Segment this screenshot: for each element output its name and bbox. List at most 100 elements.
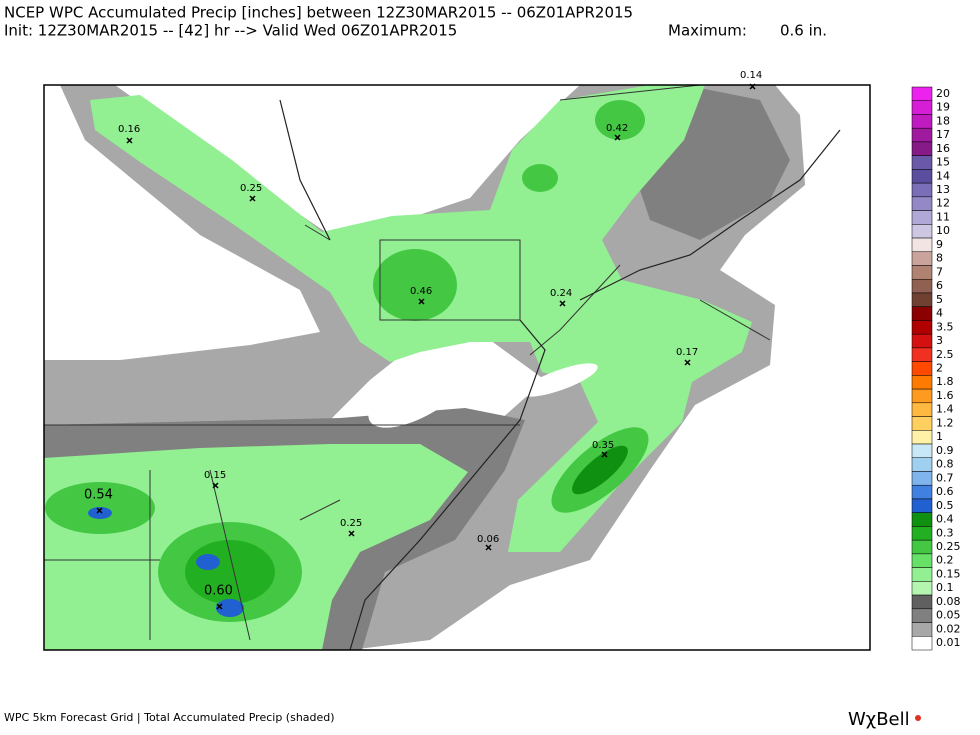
legend-label: 13 xyxy=(936,183,950,196)
legend-label: 0.1 xyxy=(936,581,954,594)
legend-label: 14 xyxy=(936,169,950,182)
point-value: 0.60 xyxy=(204,584,233,599)
legend-label: 3 xyxy=(936,334,943,347)
point-value: 0.15 xyxy=(204,470,226,481)
legend-label: 1.6 xyxy=(936,389,954,402)
legend-swatch xyxy=(911,292,933,307)
legend-label: 19 xyxy=(936,101,950,114)
legend-swatch xyxy=(911,430,933,445)
legend-swatch xyxy=(911,196,933,211)
legend-swatch xyxy=(911,210,933,225)
legend-label: 0.9 xyxy=(936,444,954,457)
legend-swatch xyxy=(911,526,933,541)
legend-swatch xyxy=(911,169,933,184)
legend-label: 0.8 xyxy=(936,458,954,471)
point-value: 0.17 xyxy=(676,347,698,358)
legend-swatch xyxy=(911,86,933,101)
legend-label: 0.7 xyxy=(936,471,954,484)
legend-swatch xyxy=(911,512,933,527)
legend-swatch xyxy=(911,636,933,651)
legend-label: 10 xyxy=(936,224,950,237)
legend-label: 15 xyxy=(936,156,950,169)
legend-label: 7 xyxy=(936,265,943,278)
legend-swatch xyxy=(911,443,933,459)
point-value: 0.42 xyxy=(606,123,628,134)
legend-swatch xyxy=(911,141,933,156)
legend-swatch xyxy=(911,594,933,610)
maximum-label: Maximum: xyxy=(668,22,747,40)
legend-label: 3.5 xyxy=(936,320,954,333)
legend-swatch xyxy=(911,182,933,198)
header-line2: Init: 12Z30MAR2015 -- [42] hr --> Valid … xyxy=(4,22,457,40)
legend-swatch xyxy=(911,127,933,143)
legend-swatch xyxy=(911,457,933,472)
legend-label: 11 xyxy=(936,210,950,223)
point-value: 0.35 xyxy=(592,440,614,451)
maximum-value: 0.6 in. xyxy=(780,22,827,40)
legend-swatch xyxy=(911,539,933,555)
legend-swatch xyxy=(911,114,933,129)
legend-swatch xyxy=(911,471,933,486)
legend-swatch xyxy=(911,581,933,596)
legend-swatch xyxy=(911,278,933,294)
legend-swatch xyxy=(911,498,933,513)
legend-swatch xyxy=(911,306,933,321)
legend-swatch xyxy=(911,155,933,170)
legend-label: 0.08 xyxy=(936,595,961,608)
legend-label: 1.8 xyxy=(936,375,954,388)
legend-label: 20 xyxy=(936,87,950,100)
legend-swatch xyxy=(911,265,933,280)
legend-label: 8 xyxy=(936,252,943,265)
legend-label: 0.2 xyxy=(936,554,954,567)
legend: 20191817161514131211109876543.532.521.81… xyxy=(911,86,961,651)
point-value: 0.06 xyxy=(477,534,499,545)
logo: WχBell xyxy=(848,709,910,730)
legend-label: 16 xyxy=(936,142,950,155)
legend-label: 4 xyxy=(936,307,943,320)
legend-swatch xyxy=(911,416,933,431)
legend-label: 2.5 xyxy=(936,348,954,361)
legend-swatch xyxy=(911,388,933,404)
point-value: 0.14 xyxy=(740,70,762,81)
point-value: 0.25 xyxy=(340,518,362,529)
point-value: 0.24 xyxy=(550,288,572,299)
legend-label: 0.25 xyxy=(936,540,961,553)
point-markers xyxy=(96,83,756,610)
legend-swatch xyxy=(911,251,933,266)
legend-label: 1.4 xyxy=(936,403,954,416)
point-value: 0.46 xyxy=(410,286,432,297)
legend-label: 1.2 xyxy=(936,416,954,429)
legend-swatch xyxy=(911,347,933,362)
map-frame xyxy=(43,84,871,651)
map-area xyxy=(44,85,870,650)
point-labels: 0.16 0.25 0.46 0.24 0.42 0.14 0.17 0.35 … xyxy=(84,70,762,599)
legend-swatch xyxy=(911,402,933,417)
legend-label: 0.4 xyxy=(936,513,954,526)
legend-label: 2 xyxy=(936,362,943,375)
legend-label: 12 xyxy=(936,197,950,210)
legend-label: 0.3 xyxy=(936,526,954,539)
legend-label: 9 xyxy=(936,238,943,251)
legend-swatch xyxy=(911,622,933,637)
point-value: 0.25 xyxy=(240,183,262,194)
legend-label: 0.15 xyxy=(936,567,961,580)
legend-swatch xyxy=(911,224,933,239)
legend-label: 0.02 xyxy=(936,622,961,635)
legend-swatch xyxy=(911,567,933,582)
legend-swatch xyxy=(911,333,933,349)
logo-dot xyxy=(915,715,921,721)
legend-label: 6 xyxy=(936,279,943,292)
footer-caption: WPC 5km Forecast Grid | Total Accumulate… xyxy=(4,711,335,724)
legend-label: 5 xyxy=(936,293,943,306)
legend-swatch xyxy=(911,100,933,115)
point-value: 0.54 xyxy=(84,488,113,503)
point-value: 0.16 xyxy=(118,124,140,135)
legend-label: 0.01 xyxy=(936,636,961,649)
legend-swatch xyxy=(911,484,933,500)
legend-swatch xyxy=(911,553,933,568)
legend-swatch xyxy=(911,361,933,376)
legend-label: 0.5 xyxy=(936,499,954,512)
legend-swatch xyxy=(911,320,933,335)
